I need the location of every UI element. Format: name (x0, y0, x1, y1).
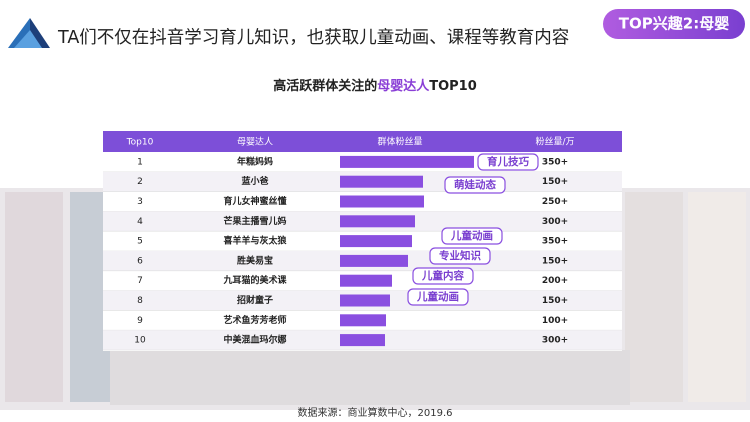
subtitle-suffix: TOP10 (429, 79, 477, 94)
bar (340, 274, 392, 287)
tag-box (444, 176, 506, 194)
logo (8, 18, 50, 48)
name: 九耳猫的美术课 (222, 274, 287, 286)
tag-box (407, 288, 469, 306)
tag: 萌娃动态 (454, 178, 496, 191)
fans: 200+ (542, 276, 568, 286)
bar (340, 175, 423, 188)
bar (340, 155, 474, 168)
column-header: 母婴达人 (237, 136, 273, 148)
fans: 300+ (542, 336, 568, 346)
rank: 7 (137, 276, 143, 286)
column-header: Top10 (126, 138, 154, 148)
rank: 1 (137, 157, 143, 167)
tag: 专业知识 (439, 249, 481, 262)
column-header: 粉丝量/万 (535, 136, 574, 148)
badge-bg (603, 9, 745, 39)
fans: 350+ (542, 157, 568, 167)
column-header: 群体粉丝量 (377, 136, 422, 148)
tag: 儿童动画 (450, 229, 493, 242)
bar (340, 235, 412, 248)
tag-box (429, 247, 491, 265)
rank: 9 (137, 316, 143, 326)
rank: 2 (137, 177, 143, 187)
name: 蓝小爸 (241, 175, 268, 187)
fans: 350+ (542, 237, 568, 247)
subtitle-highlight: 母婴达人 (377, 78, 430, 94)
rank: 3 (137, 197, 143, 207)
tag: 儿童内容 (421, 269, 464, 282)
fans: 150+ (542, 177, 568, 187)
subtitle: 高活跃群体关注的母婴达人TOP10 (273, 78, 477, 94)
rank: 4 (137, 217, 143, 227)
name: 招财童子 (237, 294, 273, 306)
rank: 6 (137, 256, 143, 266)
slide-title: TA们不仅在抖音学习育儿知识，也获取儿童动画、课程等教育内容 (57, 28, 569, 48)
tag-box (412, 267, 474, 285)
fans: 150+ (542, 256, 568, 266)
table-header (103, 131, 622, 152)
rank: 10 (134, 336, 146, 346)
name: 年糕妈妈 (237, 155, 273, 167)
bar (340, 294, 390, 307)
name: 芒果主播雪儿妈 (223, 215, 286, 227)
bar (340, 195, 424, 208)
fans: 250+ (542, 197, 568, 207)
name: 育儿女神蜜丝懂 (223, 195, 286, 207)
tag-box (441, 227, 503, 245)
source: 数据来源：商业算数中心，2019.6 (298, 406, 453, 419)
bar (340, 334, 385, 347)
name: 胜美易宝 (236, 254, 273, 266)
name: 艺术鱼芳芳老师 (223, 314, 286, 326)
name: 中美混血玛尔娜 (223, 334, 286, 346)
tag-box (477, 153, 539, 171)
bar (340, 314, 386, 327)
tag: 育儿技巧 (487, 155, 529, 168)
subtitle-prefix: 高活跃群体关注的 (273, 78, 377, 94)
fans: 300+ (542, 217, 568, 227)
rank: 8 (137, 296, 143, 306)
bar (340, 215, 415, 228)
fans: 100+ (542, 316, 568, 326)
fans: 150+ (542, 296, 568, 306)
rank: 5 (137, 237, 143, 247)
name: 喜羊羊与灰太狼 (223, 235, 287, 247)
bar (340, 254, 408, 267)
tag: 儿童动画 (416, 290, 459, 303)
badge: TOP兴趣2:母婴 (619, 15, 729, 33)
